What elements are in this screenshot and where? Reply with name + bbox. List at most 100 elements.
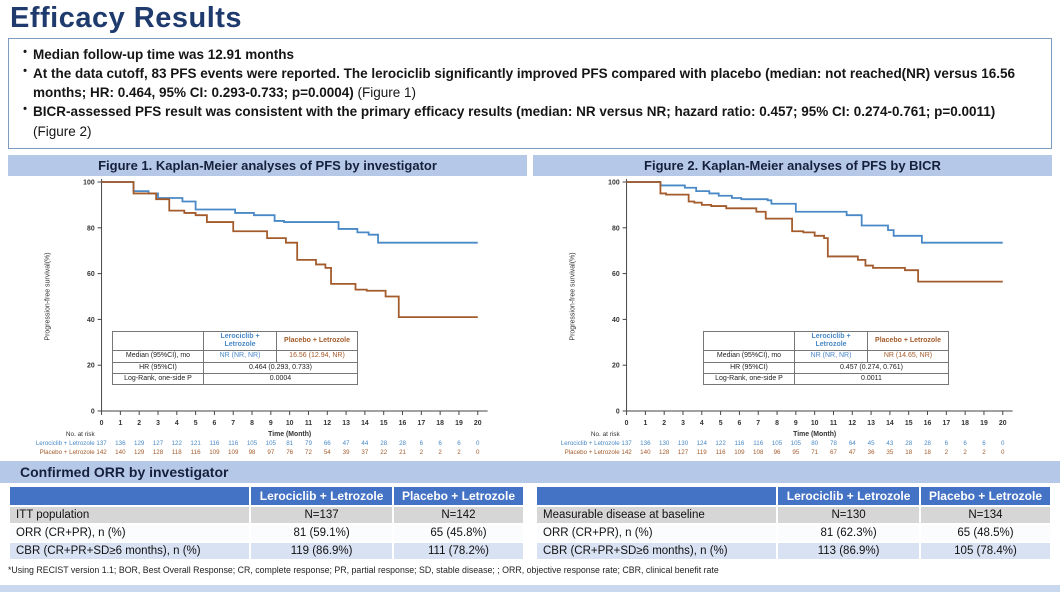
bullet-icon: • [23, 103, 27, 116]
orr-table-itt: Lerociclib + Letrozole Placebo + Letrozo… [8, 485, 525, 561]
svg-text:2: 2 [945, 449, 949, 456]
figure-1-title: Figure 1. Kaplan-Meier analyses of PFS b… [8, 154, 527, 176]
stats-blank-cell [112, 330, 204, 352]
svg-text:2: 2 [982, 449, 986, 456]
svg-text:37: 37 [361, 449, 368, 456]
figure-1-chart-area: 0 20 40 60 80 100 0 1 2 3 4 5 6 7 8 9 10 11 12 13 14 15 16 17 18… [8, 176, 527, 457]
svg-text:121: 121 [190, 440, 201, 447]
svg-text:79: 79 [305, 440, 312, 447]
svg-text:12: 12 [848, 420, 856, 427]
stats-hr-value: 0.464 (0.293, 0.733) [203, 361, 358, 374]
stats-logrank-value: 0.0004 [203, 372, 358, 386]
svg-text:130: 130 [678, 440, 689, 447]
stats-median-row: Median (95%CI), mo NR (NR, NR) 16.56 (12… [112, 350, 358, 363]
bottom-strip [0, 585, 1060, 592]
bullet-figure-ref: (Figure 2) [33, 123, 92, 139]
svg-text:1: 1 [643, 420, 647, 427]
svg-text:105: 105 [247, 440, 258, 447]
no-at-risk-table: No. at risk Lerociclib + Letrozole 137 136 1… [561, 431, 1005, 456]
orr-col-placebo: Placebo + Letrozole [393, 486, 523, 505]
figure-2-stats-table: Lerociclib + Letrozole Placebo + Letrozo… [703, 330, 949, 386]
svg-text:0: 0 [476, 449, 480, 456]
km-curves [101, 180, 478, 318]
svg-text:13: 13 [342, 420, 350, 427]
svg-text:28: 28 [924, 440, 931, 447]
table-row: ORR (CR+PR), n (%) 81 (62.3%) 65 (48.5%) [537, 524, 1050, 541]
svg-text:8: 8 [250, 420, 254, 427]
svg-text:14: 14 [886, 420, 894, 427]
svg-text:2: 2 [438, 449, 442, 456]
svg-text:0: 0 [616, 408, 620, 415]
svg-text:2: 2 [457, 449, 461, 456]
stats-row-label: Median (95%CI), mo [112, 350, 204, 363]
orr-section-header: Confirmed ORR by investigator [0, 460, 1060, 483]
svg-text:2: 2 [963, 449, 967, 456]
orr-header-row: Lerociclib + Letrozole Placebo + Letrozo… [537, 486, 1050, 505]
svg-text:2: 2 [420, 449, 424, 456]
svg-text:15: 15 [380, 420, 388, 427]
svg-text:4: 4 [175, 420, 179, 427]
svg-text:11: 11 [830, 420, 837, 427]
svg-text:64: 64 [849, 440, 856, 447]
orr-row-label: Measurable disease at baseline [537, 506, 777, 523]
bullet-main-text: BICR-assessed PFS result was consistent … [33, 104, 996, 120]
svg-text:108: 108 [753, 449, 764, 456]
svg-text:116: 116 [191, 449, 201, 456]
svg-text:128: 128 [153, 449, 164, 456]
svg-text:5: 5 [719, 420, 723, 427]
bullet-main-text: Median follow-up time was 12.91 months [33, 47, 295, 62]
svg-text:8: 8 [775, 420, 779, 427]
svg-text:12: 12 [323, 420, 331, 427]
svg-text:20: 20 [612, 362, 620, 369]
svg-text:10: 10 [286, 420, 294, 427]
svg-text:140: 140 [640, 449, 651, 456]
svg-text:6: 6 [982, 440, 986, 447]
svg-text:122: 122 [715, 440, 726, 447]
svg-text:7: 7 [756, 420, 760, 427]
svg-text:109: 109 [228, 449, 239, 456]
svg-text:122: 122 [172, 440, 183, 447]
svg-text:0: 0 [1001, 449, 1005, 456]
svg-text:129: 129 [134, 449, 145, 456]
svg-text:Progression-free survival(%): Progression-free survival(%) [569, 252, 576, 340]
svg-text:124: 124 [697, 440, 708, 447]
orr-row-label: ORR (CR+PR), n (%) [10, 524, 250, 541]
svg-text:72: 72 [305, 449, 312, 456]
svg-text:6: 6 [438, 440, 442, 447]
svg-text:140: 140 [115, 449, 126, 456]
bullet-item-pfs-bicr: • BICR-assessed PFS result was consisten… [17, 102, 1041, 140]
km-curve [101, 180, 478, 244]
svg-text:17: 17 [942, 420, 950, 427]
svg-text:130: 130 [659, 440, 670, 447]
svg-text:0: 0 [625, 420, 629, 427]
orr-row-label: CBR (CR+PR+SD≥6 months), n (%) [537, 542, 777, 559]
svg-text:16: 16 [924, 420, 932, 427]
svg-text:11: 11 [305, 420, 312, 427]
table-row: Measurable disease at baseline N=130 N=1… [537, 506, 1050, 523]
figure-2-title: Figure 2. Kaplan-Meier analyses of PFS b… [533, 154, 1052, 176]
svg-text:21: 21 [399, 449, 406, 456]
svg-text:71: 71 [811, 449, 818, 456]
bullet-figure-ref: (Figure 1) [357, 85, 417, 101]
svg-text:2: 2 [137, 420, 141, 427]
km-curve [626, 180, 1003, 283]
orr-cell: 119 (86.9%) [251, 542, 392, 559]
page-title: Efficacy Results [10, 2, 243, 34]
stats-row-label: Median (95%CI), mo [703, 350, 795, 363]
svg-text:16: 16 [399, 420, 407, 427]
svg-text:60: 60 [612, 271, 620, 278]
svg-text:No. at risk: No. at risk [591, 431, 621, 438]
svg-text:Time (Month): Time (Month) [268, 431, 311, 438]
svg-text:0: 0 [476, 440, 480, 447]
svg-text:136: 136 [640, 440, 651, 447]
orr-table-measurable: Lerociclib + Letrozole Placebo + Letrozo… [535, 485, 1052, 561]
orr-cell: 113 (86.9%) [778, 542, 919, 559]
orr-blank-header [537, 486, 777, 505]
orr-cell: N=142 [393, 506, 523, 523]
svg-text:5: 5 [194, 420, 198, 427]
table-row: ITT population N=137 N=142 [10, 506, 523, 523]
figures-row: Figure 1. Kaplan-Meier analyses of PFS b… [8, 154, 1052, 457]
svg-text:96: 96 [774, 449, 781, 456]
